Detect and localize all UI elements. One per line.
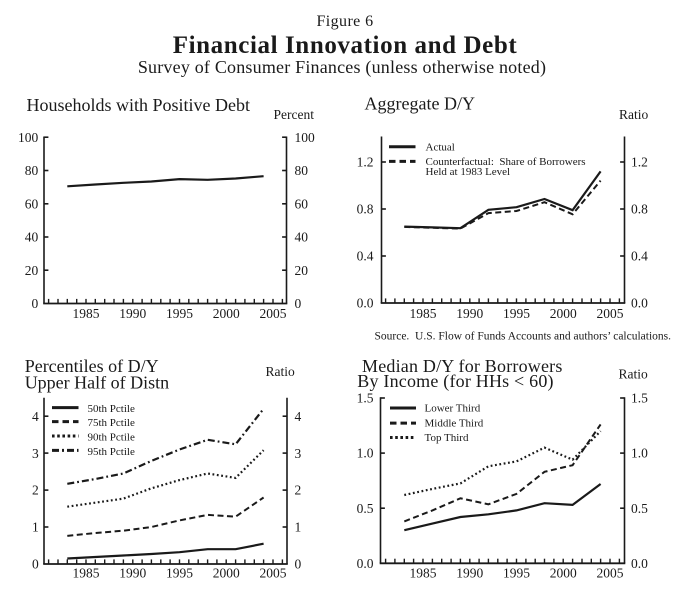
svg-text:1995: 1995 [166, 306, 193, 321]
svg-text:0.8: 0.8 [357, 202, 374, 217]
svg-text:1985: 1985 [73, 306, 100, 321]
svg-text:0: 0 [295, 557, 302, 572]
svg-text:2000: 2000 [213, 566, 240, 581]
svg-text:40: 40 [295, 230, 309, 245]
svg-text:20: 20 [25, 263, 39, 278]
svg-text:1.5: 1.5 [357, 391, 374, 406]
svg-text:1.5: 1.5 [631, 391, 648, 406]
svg-text:20: 20 [295, 263, 309, 278]
svg-text:1.2: 1.2 [357, 155, 374, 170]
svg-text:75th Pctile: 75th Pctile [88, 417, 135, 429]
svg-text:90th Pctile: 90th Pctile [88, 431, 135, 443]
svg-text:0.5: 0.5 [357, 501, 374, 516]
svg-text:Ratio: Ratio [619, 367, 648, 382]
svg-text:1990: 1990 [456, 306, 483, 321]
svg-text:Percent: Percent [274, 107, 315, 122]
svg-text:80: 80 [295, 163, 309, 178]
svg-text:1995: 1995 [503, 566, 530, 581]
svg-text:0: 0 [295, 296, 302, 311]
svg-text:40: 40 [25, 230, 39, 245]
svg-text:0.4: 0.4 [357, 249, 374, 264]
svg-text:2000: 2000 [550, 566, 577, 581]
svg-text:Households with Positive Debt: Households with Positive Debt [27, 95, 251, 115]
svg-text:0.0: 0.0 [631, 296, 648, 311]
svg-text:3: 3 [32, 446, 39, 461]
svg-text:2005: 2005 [260, 566, 287, 581]
svg-text:0.8: 0.8 [631, 202, 648, 217]
svg-text:1995: 1995 [166, 566, 193, 581]
svg-text:Percentiles of D/Y: Percentiles of D/Y [25, 356, 159, 376]
svg-text:3: 3 [295, 446, 302, 461]
svg-text:2: 2 [295, 483, 302, 498]
svg-text:0.5: 0.5 [631, 501, 648, 516]
svg-text:Survey of Consumer Finances (u: Survey of Consumer Finances (unless othe… [138, 57, 546, 78]
svg-text:0.0: 0.0 [357, 296, 374, 311]
svg-text:Figure 6: Figure 6 [317, 13, 374, 30]
svg-text:1990: 1990 [456, 566, 483, 581]
svg-text:50th Pctile: 50th Pctile [88, 403, 135, 415]
svg-text:Counterfactual: Share of Borr: Counterfactual: Share of Borrowers [426, 156, 586, 168]
svg-text:Held at 1983 Level: Held at 1983 Level [426, 166, 511, 178]
svg-text:Financial Innovation and Debt: Financial Innovation and Debt [173, 32, 518, 59]
svg-text:0: 0 [32, 296, 39, 311]
svg-text:Source. U.S. Flow of Funds Ac: Source. U.S. Flow of Funds Accounts and … [375, 331, 672, 343]
svg-text:Upper Half of Distn: Upper Half of Distn [25, 373, 169, 393]
svg-text:1: 1 [32, 520, 39, 535]
svg-text:1.0: 1.0 [357, 446, 374, 461]
svg-text:0.0: 0.0 [357, 556, 374, 571]
svg-text:4: 4 [32, 409, 39, 424]
svg-text:60: 60 [295, 196, 309, 211]
svg-text:0.4: 0.4 [631, 249, 648, 264]
svg-text:1990: 1990 [119, 306, 146, 321]
svg-text:100: 100 [18, 130, 39, 145]
svg-text:2: 2 [32, 483, 39, 498]
svg-text:0.0: 0.0 [631, 556, 648, 571]
svg-text:Ratio: Ratio [619, 107, 648, 122]
svg-text:Actual: Actual [426, 142, 455, 154]
svg-text:80: 80 [25, 163, 39, 178]
svg-text:1985: 1985 [73, 566, 100, 581]
svg-text:2005: 2005 [260, 306, 287, 321]
svg-text:1985: 1985 [410, 566, 437, 581]
svg-text:2000: 2000 [550, 306, 577, 321]
svg-text:Ratio: Ratio [266, 364, 295, 379]
svg-text:2000: 2000 [213, 306, 240, 321]
svg-text:Median D/Y for Borrowers: Median D/Y for Borrowers [362, 356, 563, 376]
svg-text:1.2: 1.2 [631, 155, 648, 170]
svg-text:Lower Third: Lower Third [425, 403, 481, 415]
svg-text:1995: 1995 [503, 306, 530, 321]
svg-text:Top Third: Top Third [425, 432, 469, 444]
svg-text:2005: 2005 [597, 566, 624, 581]
svg-text:60: 60 [25, 196, 39, 211]
svg-text:0: 0 [32, 557, 39, 572]
svg-text:1985: 1985 [410, 306, 437, 321]
svg-text:By Income (for HHs < 60): By Income (for HHs < 60) [357, 371, 553, 392]
svg-text:4: 4 [295, 409, 302, 424]
svg-text:2005: 2005 [597, 306, 624, 321]
svg-text:1990: 1990 [119, 566, 146, 581]
svg-text:1: 1 [295, 520, 302, 535]
svg-text:100: 100 [295, 130, 316, 145]
svg-text:Middle Third: Middle Third [425, 418, 484, 430]
svg-text:1.0: 1.0 [631, 446, 648, 461]
svg-text:95th Pctile: 95th Pctile [88, 446, 135, 458]
svg-text:Aggregate D/Y: Aggregate D/Y [365, 93, 475, 113]
